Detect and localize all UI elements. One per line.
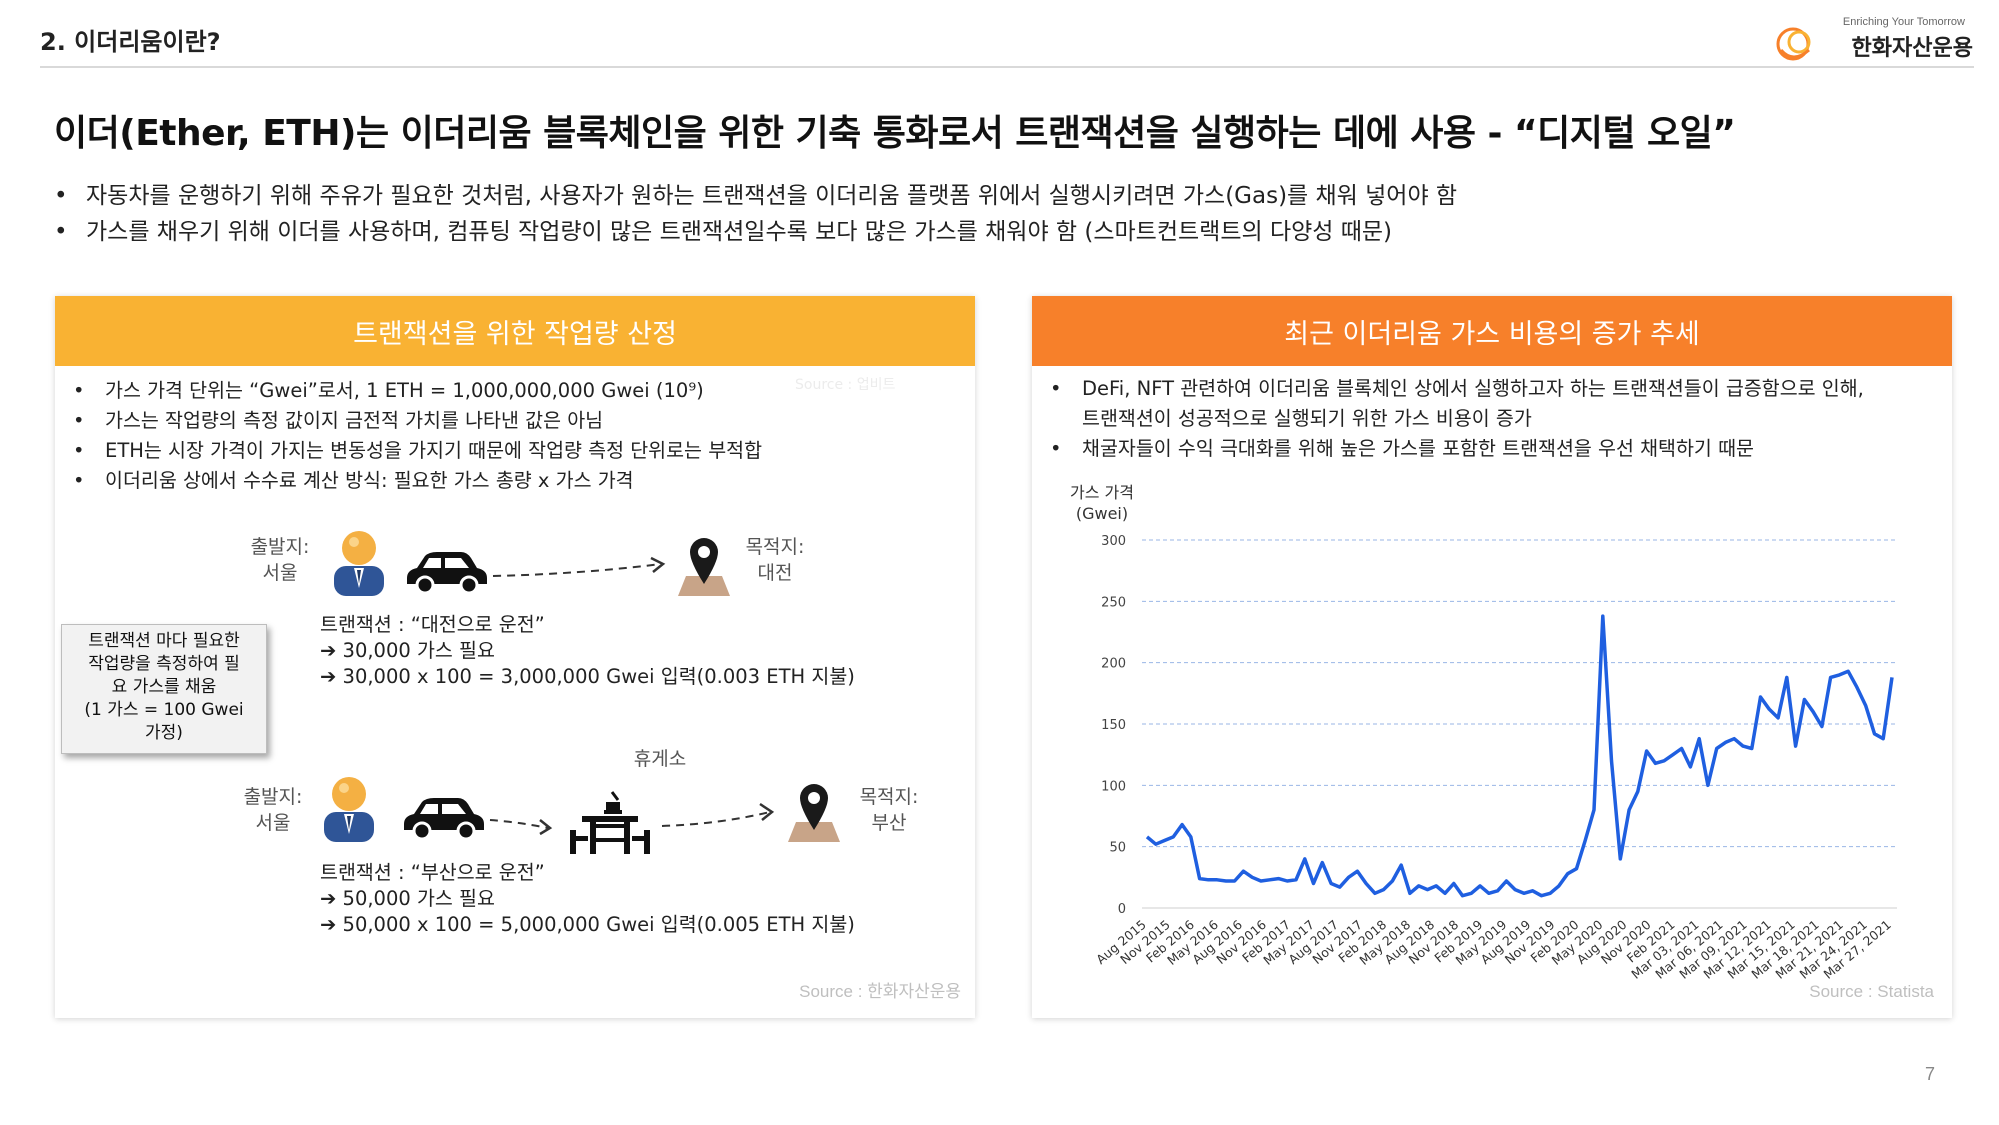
y-tick-label: 50 xyxy=(1109,841,1126,856)
person-icon xyxy=(334,531,384,596)
desc-line: 트랜잭션 : “부산으로 운전” xyxy=(320,861,545,884)
destination-city: 부산 xyxy=(871,812,907,834)
desc-line: ➔ 50,000 x 100 = 5,000,000 Gwei 입력(0.005… xyxy=(320,913,855,936)
section-label: 2. 이더리움이란? xyxy=(40,28,221,56)
gas-calculation-panel: 트랜잭션을 위한 작업량 산정 가스 가격 단위는 “Gwei”로서, 1 ET… xyxy=(55,296,975,1018)
destination-caption: 목적지: xyxy=(859,786,919,808)
dashed-arrow xyxy=(489,819,553,836)
origin-city: 서울 xyxy=(262,562,298,584)
faded-source-text: Source : 업비트 xyxy=(795,377,896,393)
source-note: Source : 한화자산운용 xyxy=(799,982,961,1001)
panel-bullet: 가스는 작업량의 측정 값이지 금전적 가치를 나타낸 값은 아님 xyxy=(73,406,953,436)
panel-bullet: DeFi, NFT 관련하여 이더리움 블록체인 상에서 실행하고자 하는 트랜… xyxy=(1050,374,1930,434)
logo-name: 한화자산운용 xyxy=(1851,36,1973,61)
page-title: 이더(Ether, ETH)는 이더리움 블록체인을 위한 기축 통화로서 트랜… xyxy=(54,113,1736,154)
source-note: Source : Statista xyxy=(1809,982,1934,1001)
gas-trend-panel: 최근 이더리움 가스 비용의 증가 추세 DeFi, NFT 관련하여 이더리움… xyxy=(1032,296,1952,1018)
logo-tagline: Enriching Your Tomorrow xyxy=(1842,16,1965,28)
panel-bullets: DeFi, NFT 관련하여 이더리움 블록체인 상에서 실행하고자 하는 트랜… xyxy=(1050,374,1930,464)
bullet-line: DeFi, NFT 관련하여 이더리움 블록체인 상에서 실행하고자 하는 트랜… xyxy=(1082,377,1864,400)
panel-bullet: 가스 가격 단위는 “Gwei”로서, 1 ETH = 1,000,000,00… xyxy=(73,376,953,406)
dashed-arrow xyxy=(492,556,666,577)
y-tick-label: 150 xyxy=(1101,718,1126,733)
panel-bullets: 가스 가격 단위는 “Gwei”로서, 1 ETH = 1,000,000,00… xyxy=(73,376,953,496)
transaction-desc-1: 트랜잭션 : “대전으로 운전” ➔ 30,000 가스 필요 ➔ 30,000… xyxy=(320,612,855,690)
panel-header: 트랜잭션을 위한 작업량 산정 xyxy=(55,296,975,366)
origin-label-2: 출발지: 서울 xyxy=(233,784,313,836)
panel-header: 최근 이더리움 가스 비용의 증가 추세 xyxy=(1032,296,1952,366)
panel-bullet: 이더리움 상에서 수수료 계산 방식: 필요한 가스 총량 x 가스 가격 xyxy=(73,466,953,496)
brand-mark-icon xyxy=(1776,27,1811,61)
desc-line: ➔ 30,000 x 100 = 3,000,000 Gwei 입력(0.003… xyxy=(320,665,855,688)
y-axis-label: 가스 가격 (Gwei) xyxy=(1070,483,1134,523)
destination-label-1: 목적지: 대전 xyxy=(735,534,815,586)
person-icon xyxy=(324,777,374,842)
destination-label-2: 목적지: 부산 xyxy=(849,784,929,836)
dashed-arrow xyxy=(661,802,775,827)
gas-price-line xyxy=(1145,614,1894,898)
desc-line: ➔ 50,000 가스 필요 xyxy=(320,887,495,910)
rest-stop-label: 휴게소 xyxy=(633,748,687,770)
desc-line: 트랜잭션 : “대전으로 운전” xyxy=(320,613,545,636)
callout-line: 요 가스를 채움 xyxy=(111,677,217,697)
y-tick-label: 250 xyxy=(1101,595,1126,610)
panel-bullet: 채굴자들이 수익 극대화를 위해 높은 가스를 포함한 트랜잭션을 우선 채택하… xyxy=(1050,434,1930,464)
y-tick-label: 300 xyxy=(1101,534,1126,549)
callout-line: 작업량을 측정하여 필 xyxy=(88,654,240,674)
bullet-line: 트랜잭션이 성공적으로 실행되기 위한 가스 비용이 증가 xyxy=(1082,407,1532,430)
callout-line: (1 가스 = 100 Gwei xyxy=(84,700,244,720)
panel-bullet: ETH는 시장 가격이 가지는 변동성을 가지기 때문에 작업량 측정 단위로는… xyxy=(73,436,953,466)
callout-line: 트랜잭션 마다 필요한 xyxy=(88,631,240,651)
gas-callout: 트랜잭션 마다 필요한 작업량을 측정하여 필 요 가스를 채움 (1 가스 =… xyxy=(61,624,267,754)
origin-caption: 출발지: xyxy=(250,536,310,558)
destination-pin-icon xyxy=(678,538,730,596)
header-divider xyxy=(40,66,1974,68)
rest-stop-icon xyxy=(570,791,650,854)
origin-city: 서울 xyxy=(255,812,291,834)
callout-line: 가정) xyxy=(145,723,183,743)
desc-line: ➔ 30,000 가스 필요 xyxy=(320,639,495,662)
destination-pin-icon xyxy=(788,784,840,842)
intro-bullet: 가스를 채우기 위해 이더를 사용하며, 컴퓨팅 작업량이 많은 트랜잭션일수록… xyxy=(54,214,1934,250)
intro-bullets: 자동차를 운행하기 위해 주유가 필요한 것처럼, 사용자가 원하는 트랜잭션을… xyxy=(54,178,1934,250)
y-tick-label: 0 xyxy=(1118,902,1126,917)
page-number: 7 xyxy=(1924,1064,1935,1084)
brand-logo: Enriching Your Tomorrow 한화자산운용 xyxy=(1773,16,1973,62)
origin-caption: 출발지: xyxy=(243,786,303,808)
transaction-desc-2: 트랜잭션 : “부산으로 운전” ➔ 50,000 가스 필요 ➔ 50,000… xyxy=(320,860,855,938)
y-tick-label: 100 xyxy=(1101,779,1126,794)
destination-city: 대전 xyxy=(757,562,793,584)
intro-bullet: 자동차를 운행하기 위해 주유가 필요한 것처럼, 사용자가 원하는 트랜잭션을… xyxy=(54,178,1934,214)
y-tick-label: 200 xyxy=(1101,657,1126,672)
car-icon xyxy=(407,552,487,594)
car-icon xyxy=(404,798,484,840)
destination-caption: 목적지: xyxy=(745,536,805,558)
origin-label-1: 출발지: 서울 xyxy=(240,534,320,586)
